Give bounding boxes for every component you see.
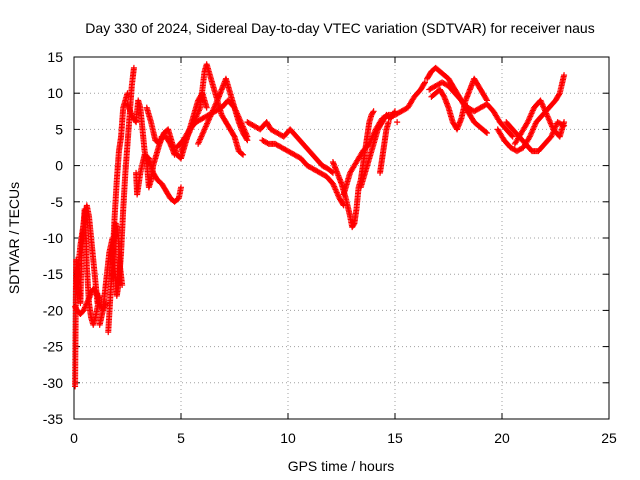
y-tick-label: -35 xyxy=(43,411,63,427)
x-tick-label: 20 xyxy=(494,430,510,446)
x-tick-label: 5 xyxy=(177,430,185,446)
data-point xyxy=(240,151,247,158)
y-tick-label: 10 xyxy=(47,85,63,101)
data-point xyxy=(244,133,251,140)
data-point xyxy=(203,104,210,111)
y-tick-label: -5 xyxy=(51,194,64,210)
y-tick-label: -15 xyxy=(43,266,63,282)
chart-title: Day 330 of 2024, Sidereal Day-to-day VTE… xyxy=(85,20,594,36)
data-point xyxy=(556,91,563,98)
data-point xyxy=(385,119,392,126)
data-point xyxy=(482,129,489,136)
data-point xyxy=(350,221,357,228)
data-point xyxy=(483,96,490,103)
data-point xyxy=(238,150,245,157)
data-point xyxy=(124,90,131,97)
data-point xyxy=(484,130,491,137)
data-point xyxy=(119,282,126,289)
data-point xyxy=(94,300,101,307)
data-point xyxy=(394,119,401,126)
x-axis-label: GPS time / hours xyxy=(288,458,395,474)
axis-ticks: 0 5 10 15 20 25 -35 -30 -25 -20 -15 -10 -5 0 5 10 15 xyxy=(43,49,617,446)
data-point xyxy=(391,109,398,116)
data-point xyxy=(561,72,568,79)
data-point xyxy=(178,184,184,191)
x-tick-label: 25 xyxy=(601,430,617,446)
y-tick-label: -30 xyxy=(43,375,63,391)
data-points xyxy=(72,61,568,390)
x-tick-label: 10 xyxy=(280,430,296,446)
data-point xyxy=(392,108,398,115)
data-point xyxy=(370,108,377,115)
data-point xyxy=(130,64,137,71)
y-tick-label: -10 xyxy=(43,230,63,246)
data-point xyxy=(484,97,491,104)
data-point xyxy=(561,119,568,126)
y-tick-label: 15 xyxy=(47,49,63,65)
y-tick-label: -20 xyxy=(43,302,63,318)
y-tick-label: -25 xyxy=(43,339,63,355)
data-point xyxy=(230,132,237,139)
data-point xyxy=(421,80,428,87)
grid-lines xyxy=(74,57,609,419)
data-point xyxy=(508,132,515,139)
data-point xyxy=(421,79,428,86)
x-tick-label: 15 xyxy=(387,430,403,446)
data-point xyxy=(509,133,516,140)
y-axis-label: SDTVAR / TECUs xyxy=(6,182,22,294)
y-tick-label: 0 xyxy=(55,158,63,174)
x-tick-label: 0 xyxy=(70,430,78,446)
y-tick-label: 5 xyxy=(55,121,63,137)
data-point xyxy=(369,109,376,116)
